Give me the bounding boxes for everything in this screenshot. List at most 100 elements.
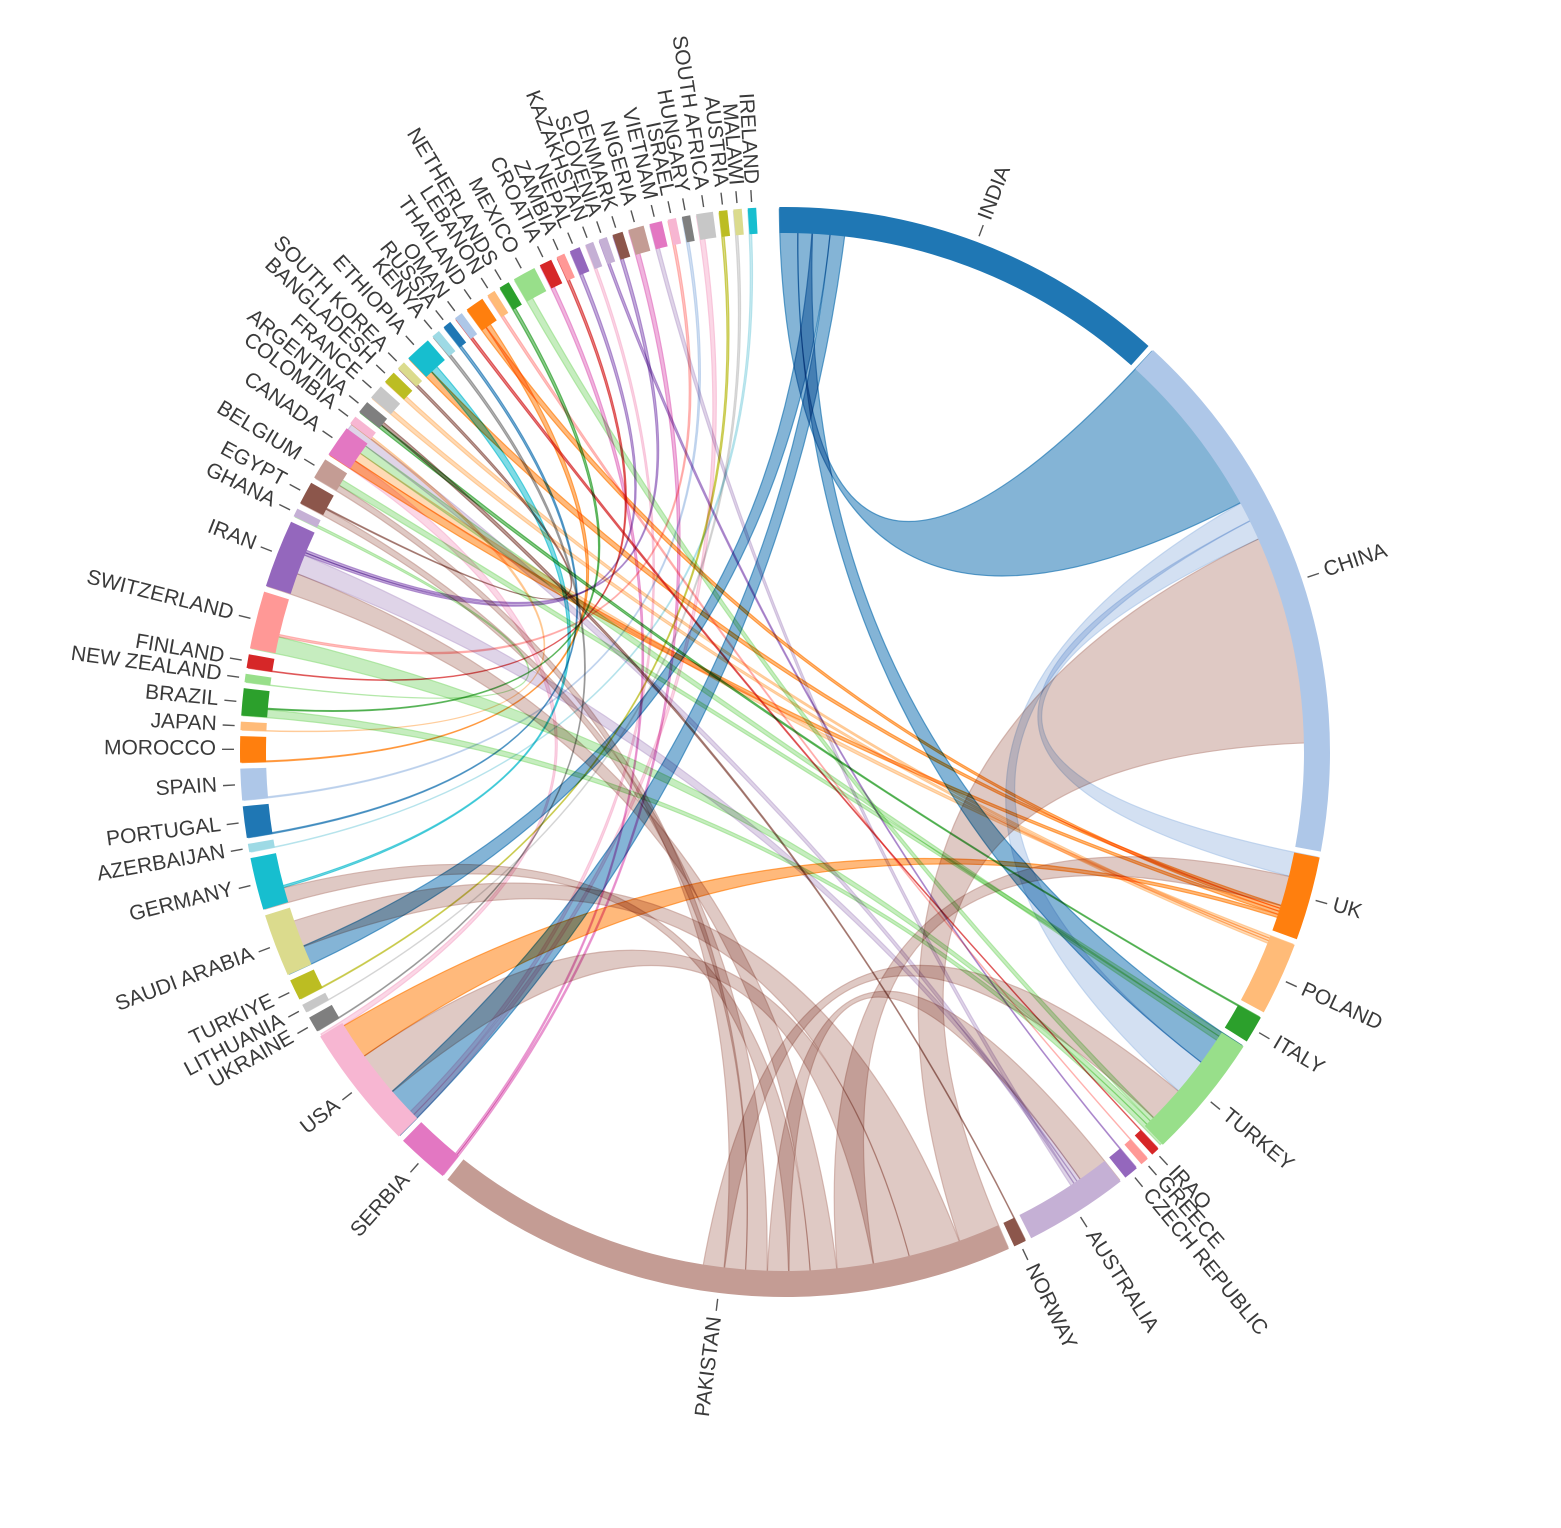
- ribbon-finland-zambia: [247, 257, 627, 681]
- label-tick-malawi: [735, 191, 738, 204]
- label-tick-denmark: [611, 216, 617, 228]
- arc-iran: [265, 521, 315, 594]
- label-tick-spain: [222, 784, 236, 787]
- ribbon-lithuania-malawi: [306, 210, 742, 1013]
- label-tick-zambia: [552, 238, 559, 251]
- ribbon-usa-canada: [320, 446, 558, 1040]
- label-tick-germany: [238, 884, 251, 890]
- label-tick-pakistan: [715, 1298, 719, 1311]
- label-tick-italy: [1258, 1032, 1270, 1040]
- label-tick-saudi-arabia: [258, 946, 271, 953]
- arc-vietnam: [649, 221, 668, 250]
- arc-uk: [1272, 852, 1320, 940]
- label-tick-switzerland: [238, 614, 251, 620]
- label-brazil: BRAZIL: [144, 680, 219, 710]
- label-tick-uk: [1315, 899, 1328, 905]
- label-turkey: TURKEY: [1218, 1104, 1298, 1176]
- ribbon-turkey-switzerland: [251, 630, 1168, 1143]
- arc-turkiye: [290, 969, 323, 1000]
- label-tick-nepal: [567, 232, 574, 244]
- label-tick-hungary: [682, 198, 686, 211]
- arc-ghana: [293, 508, 321, 528]
- label-tick-brazil: [224, 699, 237, 703]
- label-tick-australia: [1079, 1216, 1088, 1228]
- arc-belgium: [314, 459, 348, 491]
- arc-brazil: [241, 688, 270, 718]
- ribbon-azerbaijan-ireland: [250, 209, 754, 853]
- label-tick-serbia: [409, 1162, 419, 1173]
- arc-france: [371, 386, 401, 415]
- ribbon-usa-kazakhstan: [392, 245, 656, 1133]
- arc-new-zealand: [244, 673, 272, 686]
- label-tick-russia: [435, 310, 444, 321]
- arc-colombia: [350, 416, 376, 440]
- arc-kazakhstan: [585, 241, 603, 270]
- label-tick-oman: [447, 300, 456, 312]
- label-tick-mexico: [514, 257, 522, 269]
- label-tick-kenya: [423, 319, 433, 330]
- label-tick-canada: [322, 430, 333, 439]
- label-serbia: SERBIA: [346, 1169, 414, 1242]
- arc-canada: [328, 428, 368, 469]
- ribbon-czech-republic-slovenia: [598, 240, 1137, 1168]
- arc-argentina: [359, 402, 388, 429]
- label-tick-norway: [1022, 1248, 1029, 1261]
- label-uk: UK: [1330, 893, 1364, 923]
- arcs-layer: [240, 207, 1330, 1297]
- label-tick-france: [361, 379, 372, 389]
- label-tick-south-korea: [387, 352, 398, 362]
- arc-serbia: [403, 1122, 459, 1177]
- arc-ireland: [747, 207, 758, 235]
- label-tick-south-africa: [701, 195, 705, 208]
- label-tick-ireland: [750, 189, 753, 203]
- label-tick-belgium: [303, 458, 315, 466]
- arc-denmark: [612, 231, 631, 260]
- label-norway: NORWAY: [1021, 1260, 1081, 1353]
- ribbon-uk-ethiopia: [408, 353, 1305, 917]
- ribbon-egypt-south-korea: [304, 367, 573, 600]
- label-china: CHINA: [1321, 539, 1390, 582]
- ribbon-iraq-oman: [455, 317, 1158, 1149]
- label-tick-ethiopia: [405, 335, 415, 346]
- arc-japan: [240, 721, 267, 732]
- arc-nepal: [569, 247, 590, 276]
- label-iran: IRAN: [205, 515, 260, 555]
- label-italy: ITALY: [1269, 1031, 1328, 1079]
- arc-zambia: [556, 253, 575, 281]
- arc-usa: [320, 1022, 418, 1137]
- ribbon-ukraine-kenya: [317, 335, 586, 1032]
- arc-israel: [667, 218, 682, 246]
- label-tick-japan: [222, 724, 235, 727]
- arc-czech-republic: [1109, 1148, 1137, 1178]
- arc-malawi: [733, 208, 744, 236]
- arc-mexico: [513, 268, 547, 302]
- label-switzerland: SWITZERLAND: [84, 565, 236, 624]
- label-tick-iraq: [1158, 1155, 1169, 1166]
- label-spain: SPAIN: [155, 774, 218, 801]
- arc-south-korea: [397, 362, 423, 387]
- arc-greece: [1124, 1139, 1148, 1165]
- label-tick-slovenia: [596, 221, 602, 233]
- ribbon-portugal-russia: [247, 326, 579, 839]
- arc-turkey: [1144, 1032, 1244, 1145]
- arc-austria: [718, 210, 731, 237]
- arc-bangladesh: [384, 372, 413, 400]
- label-tick-portugal: [226, 822, 239, 826]
- label-poland: POLAND: [1298, 978, 1386, 1035]
- arc-russia: [443, 321, 467, 348]
- label-tick-usa: [341, 1091, 353, 1101]
- arc-saudi-arabia: [265, 907, 312, 975]
- arc-ukraine: [309, 1004, 340, 1032]
- arc-pakistan: [447, 1159, 1009, 1297]
- arc-croatia: [539, 259, 563, 289]
- label-pakistan: PAKISTAN: [691, 1315, 726, 1418]
- label-tick-colombia: [338, 408, 349, 417]
- label-australia: AUSTRALIA: [1081, 1226, 1163, 1337]
- label-tick-czech-republic: [1134, 1177, 1144, 1188]
- arc-india: [779, 207, 1149, 366]
- label-tick-turkey: [1210, 1101, 1221, 1110]
- ribbon-turkey-brazil: [242, 706, 1165, 1146]
- label-tick-argentina: [348, 395, 359, 404]
